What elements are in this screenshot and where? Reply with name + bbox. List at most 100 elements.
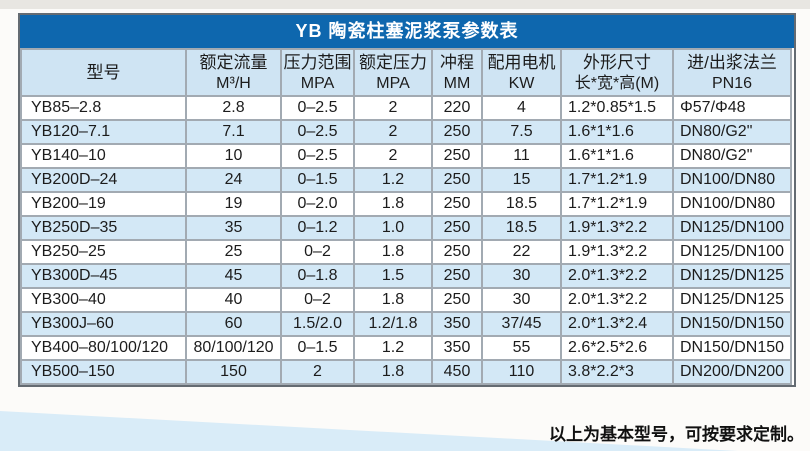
cell: 10 [185, 143, 282, 169]
cell: 1.5/2.0 [280, 311, 355, 337]
pump-parameters-table: 型号 额定流量 M³/H 压力范围 MPA 额定压力 MPA 冲程 MM 配用电机 KW 外形尺寸 长*… [20, 48, 792, 385]
cell: 45 [185, 263, 282, 289]
column-header-2: 额定流量 M³/H [185, 48, 282, 97]
cell: 22 [481, 239, 562, 265]
cell: DN80/G2" [672, 119, 792, 145]
top-strip [0, 0, 810, 9]
cell: 0–1.2 [280, 215, 355, 241]
cell: 7.5 [481, 119, 562, 145]
cell: YB250D–35 [20, 215, 187, 241]
table-row: YB200D–24 24 0–1.5 1.2 250 15 1.7*1.2*1.9 DN100… [20, 167, 792, 193]
table-body: YB85–2.8 2.8 0–2.5 2 220 4 1.2*0.85*1.5 Φ57/Φ48… [20, 95, 792, 385]
table-row: YB300J–60 60 1.5/2.0 1.2/1.8 350 37/45 2.0*1.3… [20, 311, 792, 337]
cell: 2 [353, 143, 433, 169]
cell: Φ57/Φ48 [672, 95, 792, 121]
column-header-6: 配用电机 KW [481, 48, 562, 97]
cell: 1.6*1*1.6 [560, 143, 674, 169]
cell: 2.0*1.3*2.2 [560, 287, 674, 313]
header-row: 型号 额定流量 M³/H 压力范围 MPA 额定压力 MPA 冲程 MM 配用电机 KW 外形尺寸 长*… [20, 48, 792, 97]
cell: 0–2.0 [280, 191, 355, 217]
cell: 18.5 [481, 191, 562, 217]
cell: 1.8 [353, 239, 433, 265]
cell: 35 [185, 215, 282, 241]
cell: YB400–80/100/120 [20, 335, 187, 361]
table-row: YB250D–35 35 0–1.2 1.0 250 18.5 1.9*1.3*2.2 DN1… [20, 215, 792, 241]
cell: 150 [185, 359, 282, 385]
cell: 2.6*2.5*2.6 [560, 335, 674, 361]
table-title: YB 陶瓷柱塞泥浆泵参数表 [20, 15, 794, 48]
cell: 110 [481, 359, 562, 385]
cell: 18.5 [481, 215, 562, 241]
cell: 60 [185, 311, 282, 337]
cell: 350 [431, 335, 483, 361]
cell: 40 [185, 287, 282, 313]
table-row: YB120–7.1 7.1 0–2.5 2 250 7.5 1.6*1*1.6 DN80/G2… [20, 119, 792, 145]
cell: YB300–40 [20, 287, 187, 313]
column-header-8: 进/出浆法兰 PN16 [672, 48, 792, 97]
cell: 3.8*2.2*3 [560, 359, 674, 385]
cell: 250 [431, 191, 483, 217]
table-row: YB300D–45 45 0–1.8 1.5 250 30 2.0*1.3*2.2 DN125… [20, 263, 792, 289]
cell: 250 [431, 239, 483, 265]
cell: 80/100/120 [185, 335, 282, 361]
table-row: YB250–25 25 0–2 1.8 250 22 1.9*1.3*2.2 DN125/DN… [20, 239, 792, 265]
cell: DN125/DN100 [672, 239, 792, 265]
cell: 0–1.5 [280, 167, 355, 193]
cell: 2.8 [185, 95, 282, 121]
cell: DN100/DN80 [672, 191, 792, 217]
cell: DN125/DN125 [672, 287, 792, 313]
cell: 4 [481, 95, 562, 121]
cell: DN125/DN125 [672, 263, 792, 289]
cell: DN125/DN100 [672, 215, 792, 241]
cell: 250 [431, 167, 483, 193]
cell: 1.2/1.8 [353, 311, 433, 337]
cell: 2.0*1.3*2.2 [560, 263, 674, 289]
table-row: YB300–40 40 0–2 1.8 250 30 2.0*1.3*2.2 DN125/DN… [20, 287, 792, 313]
cell: 55 [481, 335, 562, 361]
cell: DN100/DN80 [672, 167, 792, 193]
cell: 1.9*1.3*2.2 [560, 215, 674, 241]
cell: 1.2 [353, 335, 433, 361]
cell: 1.7*1.2*1.9 [560, 191, 674, 217]
cell: 24 [185, 167, 282, 193]
cell: YB300J–60 [20, 311, 187, 337]
cell: YB200D–24 [20, 167, 187, 193]
column-header-5: 冲程 MM [431, 48, 483, 97]
cell: 0–2 [280, 239, 355, 265]
cell: 450 [431, 359, 483, 385]
cell: 1.2*0.85*1.5 [560, 95, 674, 121]
cell: 0–1.5 [280, 335, 355, 361]
cell: 1.8 [353, 287, 433, 313]
cell: 250 [431, 215, 483, 241]
cell: 1.8 [353, 191, 433, 217]
cell: 1.6*1*1.6 [560, 119, 674, 145]
table-row: YB140–10 10 0–2.5 2 250 11 1.6*1*1.6 DN80/G2" [20, 143, 792, 169]
table-row: YB200–19 19 0–2.0 1.8 250 18.5 1.7*1.2*1.9 DN10… [20, 191, 792, 217]
cell: YB120–7.1 [20, 119, 187, 145]
cell: 2 [280, 359, 355, 385]
table-header: 型号 额定流量 M³/H 压力范围 MPA 额定压力 MPA 冲程 MM 配用电机 KW 外形尺寸 长*… [20, 48, 792, 97]
cell: YB300D–45 [20, 263, 187, 289]
cell: 19 [185, 191, 282, 217]
cell: 0–2.5 [280, 95, 355, 121]
cell: 30 [481, 287, 562, 313]
cell: 2.0*1.3*2.4 [560, 311, 674, 337]
cell: 0–2 [280, 287, 355, 313]
cell: DN150/DN150 [672, 311, 792, 337]
cell: 1.5 [353, 263, 433, 289]
cell: YB140–10 [20, 143, 187, 169]
cell: 250 [431, 119, 483, 145]
cell: 0–2.5 [280, 119, 355, 145]
cell: YB250–25 [20, 239, 187, 265]
cell: YB200–19 [20, 191, 187, 217]
cell: 37/45 [481, 311, 562, 337]
column-header-3: 压力范围 MPA [280, 48, 355, 97]
cell: 0–1.8 [280, 263, 355, 289]
table-row: YB85–2.8 2.8 0–2.5 2 220 4 1.2*0.85*1.5 Φ57/Φ48 [20, 95, 792, 121]
cell: 15 [481, 167, 562, 193]
column-header-1: 型号 [20, 48, 187, 97]
cell: DN150/DN150 [672, 335, 792, 361]
cell: 250 [431, 263, 483, 289]
column-header-4: 额定压力 MPA [353, 48, 433, 97]
cell: 1.7*1.2*1.9 [560, 167, 674, 193]
